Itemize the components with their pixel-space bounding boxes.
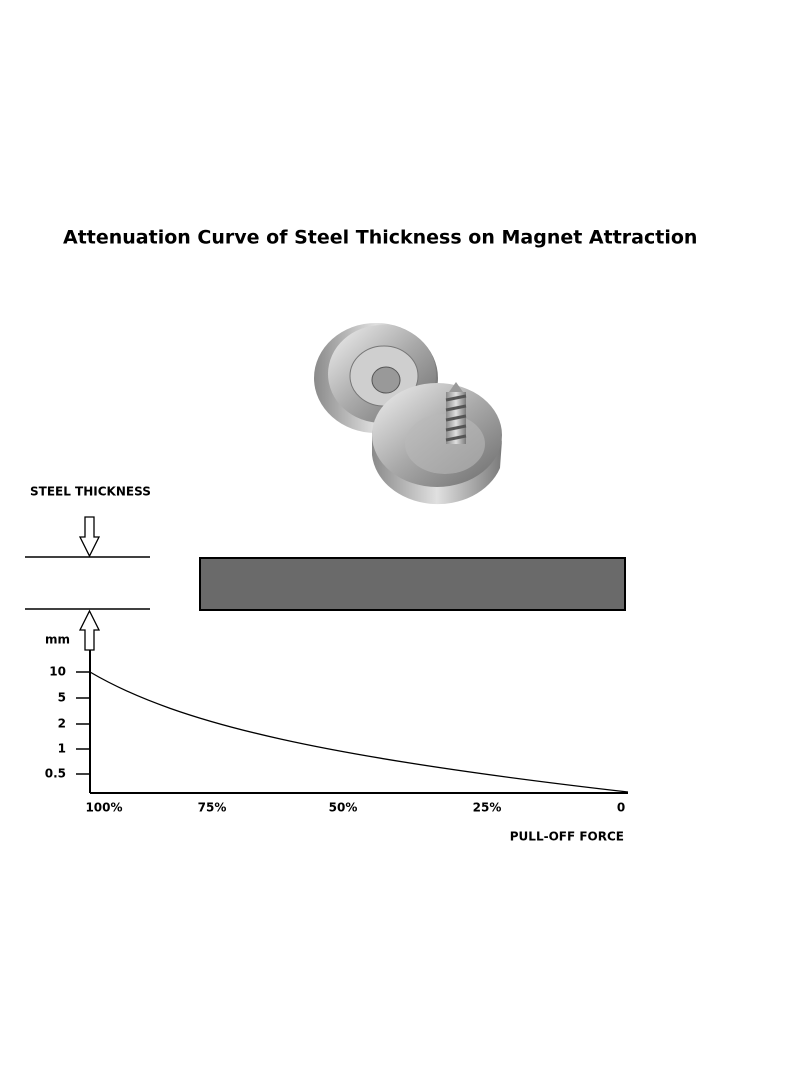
thickness-label: STEEL THICKNESS xyxy=(30,485,151,499)
steel-plate xyxy=(199,557,626,611)
unit-label: mm xyxy=(45,633,70,647)
down-arrow xyxy=(78,516,101,558)
y-tick-label: 5 xyxy=(58,691,66,705)
y-tick-label: 10 xyxy=(49,665,66,679)
attenuation-curve xyxy=(89,671,629,793)
x-tick-label: 0 xyxy=(617,801,625,815)
y-tick-label: 2 xyxy=(58,717,66,731)
x-tick-label: 50% xyxy=(329,801,358,815)
x-tick-label: 25% xyxy=(473,801,502,815)
x-tick-label: 100% xyxy=(85,801,122,815)
title: Attenuation Curve of Steel Thickness on … xyxy=(63,227,697,249)
x-axis-title: PULL-OFF FORCE xyxy=(510,830,624,844)
magnet-illustration xyxy=(314,323,502,505)
x-tick-label: 75% xyxy=(198,801,227,815)
up-arrow xyxy=(78,609,101,651)
y-tick-label: 1 xyxy=(58,742,66,756)
y-tick-label: 0.5 xyxy=(45,767,66,781)
